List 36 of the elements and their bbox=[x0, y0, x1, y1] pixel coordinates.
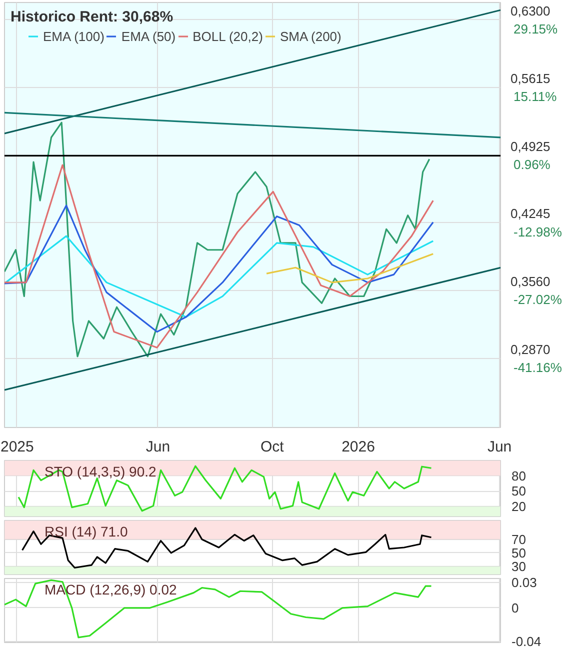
legend-label: BOLL (20,2) bbox=[192, 28, 263, 44]
x-tick-label: Jun bbox=[146, 438, 170, 456]
y-tick-label: 30 bbox=[512, 558, 526, 574]
y2-tick-label: -41.16% bbox=[514, 360, 562, 375]
x-tick-label: Jun bbox=[487, 438, 512, 456]
chart-title: RSI (14) 71.0 bbox=[44, 524, 128, 540]
y2-tick-label: -12.98% bbox=[514, 224, 562, 240]
y2-tick-label: 15.11% bbox=[514, 89, 558, 104]
x-tick-label: Oct bbox=[260, 438, 285, 456]
y-tick-label: 0,6300 bbox=[510, 3, 550, 18]
legend-label: SMA (200) bbox=[280, 28, 342, 44]
chart-title: STO (14,3,5) 90.2 bbox=[44, 464, 157, 480]
y-tick-label: 80 bbox=[512, 468, 526, 484]
chart-title: Historico Rent: 30,68% bbox=[10, 8, 174, 26]
line-series bbox=[4, 579, 432, 638]
y-tick-label: 0,2870 bbox=[510, 342, 550, 357]
y-tick-label: 70 bbox=[512, 532, 526, 547]
y-tick-label: 0,3560 bbox=[510, 274, 550, 289]
y2-tick-label: 29.15% bbox=[514, 22, 558, 37]
legend-label: EMA (100) bbox=[43, 28, 104, 44]
legend-label: EMA (50) bbox=[121, 28, 176, 44]
line-series bbox=[21, 527, 432, 569]
y-tick-label: 0.03 bbox=[512, 575, 537, 590]
y2-tick-label: 0.96% bbox=[514, 157, 551, 172]
y-tick-label: 50 bbox=[512, 484, 526, 499]
y-tick-label: 50 bbox=[512, 545, 526, 560]
y-tick-label: -0.04 bbox=[512, 634, 542, 650]
y2-tick-label: -27.02% bbox=[514, 292, 562, 307]
y-tick-label: 0,4245 bbox=[510, 206, 550, 222]
x-tick-label: 2025 bbox=[0, 438, 34, 456]
line-series bbox=[18, 465, 432, 512]
y-tick-label: 0,4925 bbox=[510, 139, 550, 154]
y-tick-label: 20 bbox=[512, 498, 526, 514]
y-tick-label: 0,5615 bbox=[510, 71, 550, 86]
y-tick-label: 0 bbox=[512, 600, 519, 616]
x-tick-label: 2026 bbox=[342, 438, 375, 456]
